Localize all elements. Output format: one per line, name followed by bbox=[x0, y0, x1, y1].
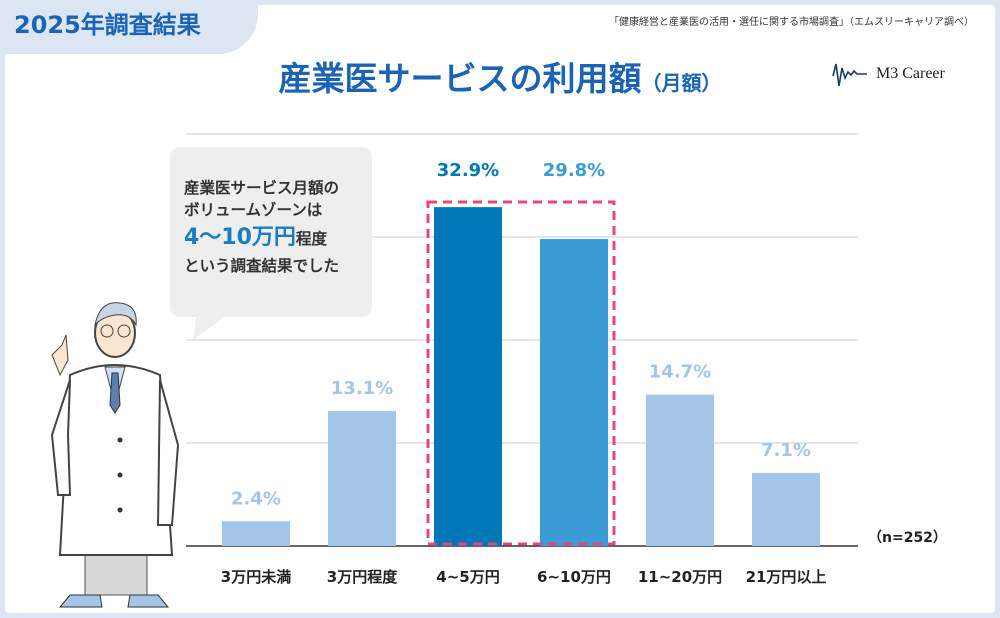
bubble-highlight: 4〜10万円 bbox=[184, 225, 296, 250]
bubble-line-2: ボリュームゾーンは bbox=[184, 201, 323, 219]
x-tick-label: 6~10万円 bbox=[537, 568, 611, 586]
data-label: 14.7% bbox=[649, 362, 711, 383]
data-label: 2.4% bbox=[231, 488, 281, 509]
sample-size: （n=252） bbox=[868, 530, 947, 546]
bubble-line-3: 程度 bbox=[295, 230, 327, 248]
data-label: 13.1% bbox=[331, 378, 393, 399]
bar bbox=[646, 394, 714, 546]
x-tick-label: 3万円程度 bbox=[327, 568, 398, 586]
logo: M3 Career bbox=[832, 60, 945, 88]
data-label: 32.9% bbox=[437, 160, 499, 181]
source-note: 「健康経営と産業医の活用・選任に関する市場調査」（エムスリーキャリア調べ） bbox=[609, 17, 974, 28]
highlight-box bbox=[426, 200, 616, 546]
x-tick-label: 3万円未満 bbox=[221, 568, 291, 586]
x-tick-label: 4~5万円 bbox=[436, 568, 499, 586]
bubble-line-1: 産業医サービス月額の bbox=[184, 179, 340, 197]
wave-logo-icon bbox=[832, 63, 867, 87]
year-tag: 2025年調査結果 bbox=[0, 0, 258, 54]
bar bbox=[222, 521, 290, 546]
logo-text: M3 Career bbox=[876, 65, 945, 82]
bar bbox=[328, 411, 396, 546]
bubble-line-4: という調査結果でした bbox=[184, 257, 340, 275]
data-label: 29.8% bbox=[543, 160, 605, 181]
title-sub: （月額） bbox=[641, 71, 722, 95]
doctor-illustration bbox=[50, 302, 180, 608]
data-label: 7.1% bbox=[761, 440, 811, 461]
bar bbox=[752, 472, 820, 546]
x-tick-label: 21万円以上 bbox=[746, 568, 827, 586]
bar bbox=[540, 239, 608, 546]
x-tick-label: 11~20万円 bbox=[638, 568, 722, 586]
speech-bubble: 産業医サービス月額の ボリュームゾーンは 4〜10万円程度 という調査結果でした bbox=[170, 147, 372, 317]
page-title: 産業医サービスの利用額（月額） bbox=[0, 52, 1000, 100]
title-main: 産業医サービスの利用額 bbox=[278, 59, 642, 98]
bar bbox=[434, 207, 502, 546]
